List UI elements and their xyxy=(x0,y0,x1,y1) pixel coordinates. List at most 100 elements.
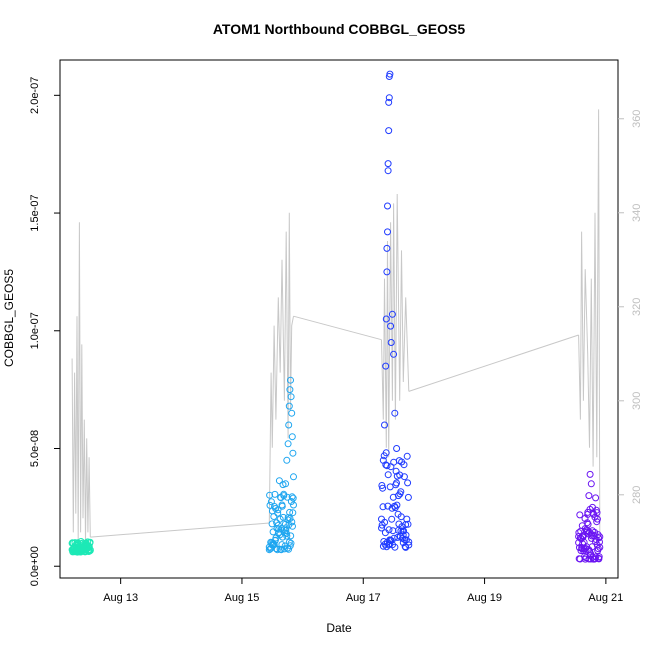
y-axis: 0.0e+00 5.0e-08 1.0e-07 1.5e-07 2.0e-07 xyxy=(29,77,60,586)
data-point xyxy=(390,458,398,466)
data-point xyxy=(378,524,385,532)
data-point xyxy=(385,98,393,106)
data-point xyxy=(383,462,391,470)
data-point xyxy=(403,515,411,523)
data-point xyxy=(86,538,94,546)
data-point xyxy=(286,515,294,522)
data-point xyxy=(588,527,596,535)
data-point xyxy=(593,515,601,523)
data-point xyxy=(288,433,296,441)
data-point xyxy=(273,546,281,554)
data-point xyxy=(266,491,274,499)
data-point xyxy=(379,503,387,511)
data-points xyxy=(68,70,604,563)
data-point xyxy=(287,498,295,505)
data-point xyxy=(285,538,293,546)
secondary-y-axis: 280 300 320 340 360 xyxy=(618,110,643,504)
x-tick-label: Aug 19 xyxy=(467,592,502,604)
secondary-line-segment xyxy=(408,334,579,392)
data-point xyxy=(274,509,282,517)
data-point xyxy=(393,445,401,452)
y-tick-label: 1.0e-07 xyxy=(29,312,41,349)
data-point xyxy=(581,525,589,533)
data-point xyxy=(391,409,399,417)
data-point xyxy=(384,502,392,510)
data-point xyxy=(384,160,392,168)
data-point xyxy=(595,553,603,561)
data-point xyxy=(267,498,275,506)
secondary-line-segment xyxy=(71,222,91,542)
y2-tick-label: 340 xyxy=(631,204,643,222)
data-point xyxy=(285,421,293,429)
data-point xyxy=(268,520,276,528)
data-point xyxy=(285,545,293,553)
data-point xyxy=(590,510,598,518)
data-point xyxy=(400,461,408,469)
data-point xyxy=(388,310,396,318)
data-point xyxy=(383,244,391,252)
y2-tick-label: 320 xyxy=(631,298,643,316)
data-point xyxy=(388,515,396,523)
data-point xyxy=(382,362,390,370)
data-point xyxy=(379,542,387,550)
data-point xyxy=(586,470,594,478)
data-point xyxy=(274,529,282,537)
data-point xyxy=(270,513,278,520)
x-axis: Aug 13 Aug 15 Aug 17 Aug 19 Aug 21 xyxy=(103,578,623,604)
y-axis-label: COBBGL_GEOS5 xyxy=(2,269,16,367)
data-point xyxy=(392,467,400,475)
data-point xyxy=(587,480,595,488)
plot-border xyxy=(59,59,619,579)
data-point xyxy=(576,511,584,519)
data-point xyxy=(579,532,587,540)
data-point xyxy=(393,501,401,509)
secondary-line-segment xyxy=(293,315,382,341)
x-tick-label: Aug 15 xyxy=(225,592,260,604)
data-point xyxy=(274,506,282,514)
data-point xyxy=(593,509,601,517)
data-point xyxy=(404,520,412,528)
y2-tick-label: 360 xyxy=(631,110,643,128)
data-point xyxy=(280,492,288,500)
data-point xyxy=(587,550,595,558)
data-point xyxy=(271,536,279,544)
data-point xyxy=(596,543,604,551)
data-point xyxy=(594,531,602,539)
data-point xyxy=(81,541,89,549)
data-point xyxy=(276,515,284,523)
y-tick-label: 0.0e+00 xyxy=(29,546,41,586)
data-point xyxy=(399,531,407,539)
data-point xyxy=(287,376,294,384)
y-tick-label: 2.0e-07 xyxy=(29,77,41,114)
data-point xyxy=(290,473,297,481)
data-point xyxy=(385,127,393,135)
data-point xyxy=(289,449,297,457)
data-point xyxy=(384,471,392,479)
secondary-series xyxy=(71,109,601,542)
data-point xyxy=(379,484,387,492)
data-point xyxy=(278,501,286,509)
data-point xyxy=(277,546,285,554)
data-point xyxy=(74,539,82,547)
series-2 xyxy=(265,376,297,554)
data-point xyxy=(596,538,603,546)
data-point xyxy=(279,533,287,541)
x-tick-label: Aug 17 xyxy=(346,592,381,604)
data-point xyxy=(390,534,398,542)
data-point xyxy=(283,530,290,538)
series-1 xyxy=(68,538,94,556)
x-tick-label: Aug 21 xyxy=(588,592,623,604)
secondary-line-segment xyxy=(90,522,270,538)
y2-tick-label: 300 xyxy=(631,392,643,410)
secondary-line-segment xyxy=(381,193,410,458)
data-point xyxy=(403,452,411,460)
data-point xyxy=(287,539,295,547)
data-point xyxy=(77,540,85,548)
data-point xyxy=(385,526,393,534)
data-point xyxy=(283,532,291,540)
data-point xyxy=(271,490,279,498)
data-point xyxy=(595,534,603,542)
series-3 xyxy=(378,70,413,551)
data-point xyxy=(290,501,297,509)
data-point xyxy=(284,440,292,448)
